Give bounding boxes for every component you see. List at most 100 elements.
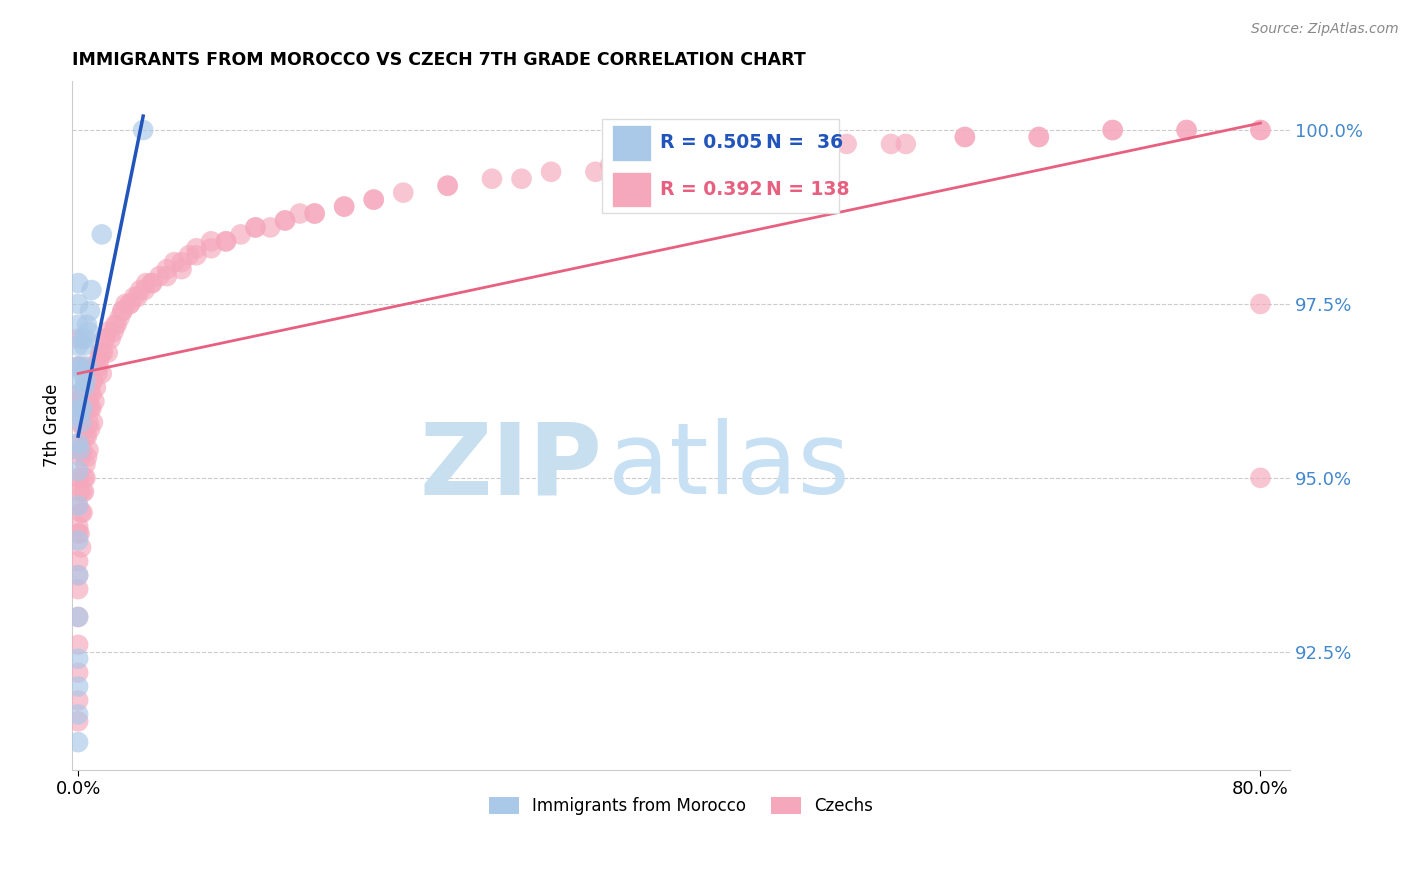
Point (67, 735, 90, 749)
Point (67, 415, 90, 429)
Point (77, 325, 100, 339)
Point (72, 484, 94, 499)
Text: R = 0.505: R = 0.505 (661, 133, 762, 153)
Point (67, 387, 90, 401)
Point (733, 151, 755, 165)
Point (67, 582, 90, 596)
Point (510, 171, 533, 186)
Point (69, 471, 91, 485)
Point (134, 283, 156, 297)
Point (333, 200, 356, 214)
Point (73, 484, 96, 499)
Point (1249, 297, 1271, 311)
Point (82, 374, 104, 388)
Point (1101, 123, 1123, 137)
Point (72, 332, 94, 346)
Text: ZIP: ZIP (419, 418, 602, 516)
Point (97, 345, 120, 359)
Point (72, 367, 94, 381)
Point (69, 359, 91, 374)
Point (835, 136, 858, 151)
Point (200, 241, 222, 255)
Point (67, 409, 90, 423)
Point (84, 380, 107, 394)
Point (67, 332, 90, 346)
Point (76, 429, 98, 443)
Point (658, 158, 681, 172)
Point (79, 422, 101, 436)
Point (87, 359, 110, 374)
Point (170, 255, 193, 269)
Point (77, 415, 100, 429)
Point (177, 248, 200, 262)
Point (70, 450, 93, 464)
Point (105, 318, 128, 332)
Point (76, 318, 98, 332)
Point (67, 714, 90, 729)
Point (72, 401, 94, 416)
Point (245, 220, 267, 235)
Point (717, 144, 740, 158)
Point (67, 665, 90, 680)
Point (304, 206, 326, 220)
Point (76, 401, 98, 416)
Point (658, 151, 681, 165)
Point (73, 380, 96, 394)
Point (215, 235, 238, 249)
Point (67, 533, 90, 548)
Point (76, 359, 98, 374)
Point (481, 171, 503, 186)
Point (80, 387, 103, 401)
Point (89, 345, 111, 359)
Text: R = 0.392: R = 0.392 (661, 180, 763, 199)
Point (67, 610, 90, 624)
Bar (612, 125, 651, 161)
Point (953, 130, 976, 145)
Point (67, 471, 90, 485)
Point (72, 443, 94, 458)
Point (69, 443, 91, 458)
Point (1249, 123, 1271, 137)
Point (70, 394, 93, 409)
Point (97, 325, 120, 339)
Point (72, 359, 94, 374)
Point (103, 325, 125, 339)
Point (186, 241, 208, 255)
Point (111, 304, 134, 318)
Point (599, 158, 621, 172)
Point (135, 276, 157, 290)
Point (69, 484, 91, 499)
Point (69, 436, 91, 450)
Point (141, 276, 163, 290)
Point (1175, 123, 1198, 137)
Point (163, 255, 186, 269)
Point (1249, 471, 1271, 485)
Point (82, 374, 104, 388)
Point (304, 206, 326, 220)
Point (100, 332, 122, 346)
Point (806, 144, 828, 158)
Point (156, 269, 179, 284)
Point (953, 130, 976, 145)
Point (215, 235, 238, 249)
Point (148, 269, 170, 284)
Point (1028, 130, 1050, 145)
Point (880, 136, 903, 151)
Point (75, 429, 97, 443)
Point (70, 506, 93, 520)
Point (118, 297, 141, 311)
Point (333, 200, 356, 214)
Point (67, 610, 90, 624)
Point (111, 304, 134, 318)
Point (67, 297, 90, 311)
Point (70, 374, 93, 388)
Point (259, 220, 281, 235)
Y-axis label: 7th Grade: 7th Grade (44, 384, 60, 467)
Point (75, 471, 97, 485)
Point (245, 220, 267, 235)
Point (108, 310, 131, 325)
Point (70, 415, 93, 429)
Point (1249, 123, 1271, 137)
Point (67, 359, 90, 374)
Point (90, 345, 112, 359)
